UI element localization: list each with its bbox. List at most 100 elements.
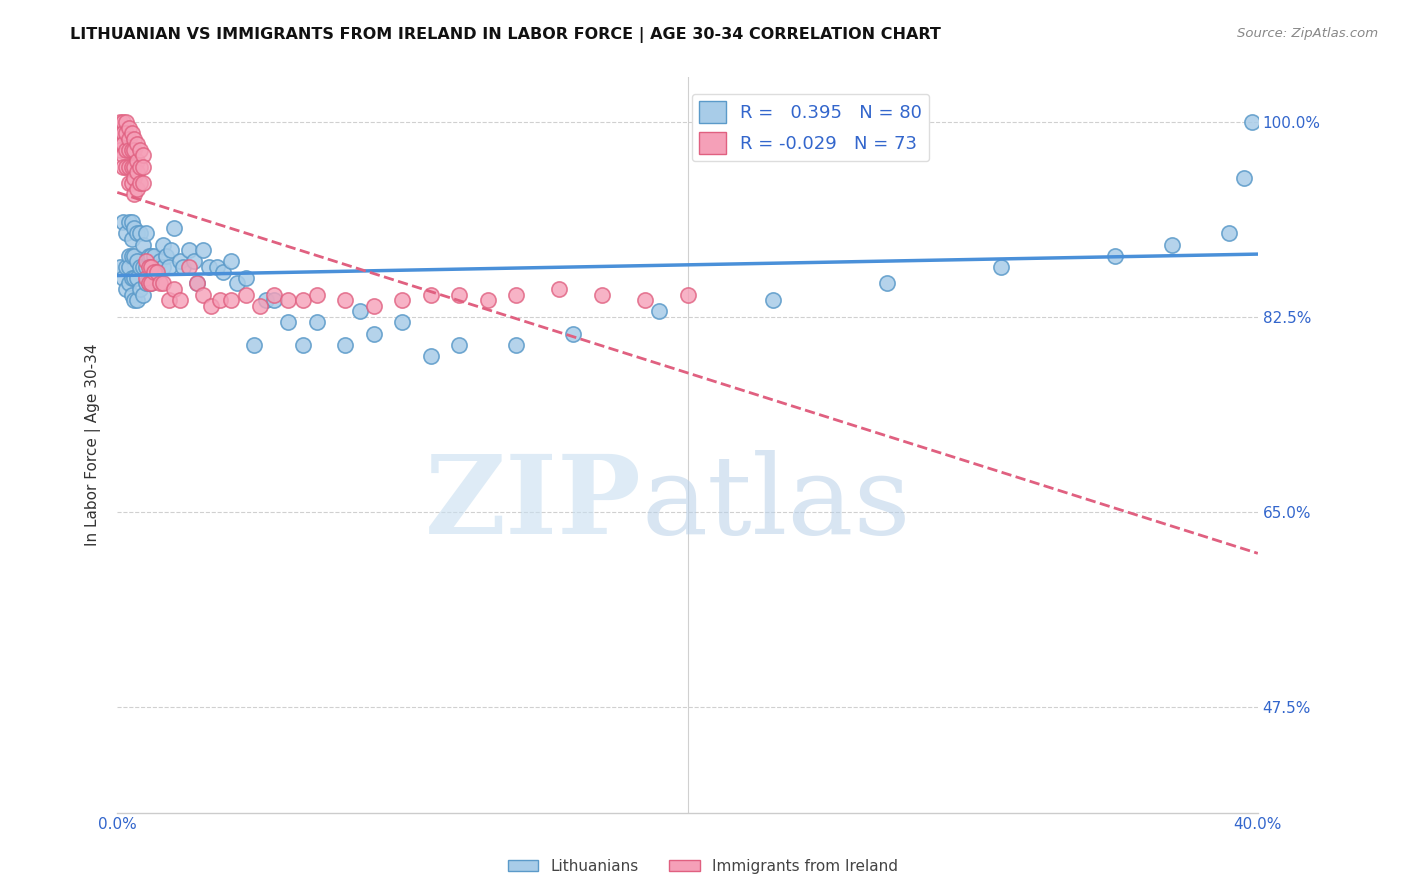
Point <box>208 293 231 308</box>
Point <box>152 277 174 291</box>
Text: Source: ZipAtlas.com: Source: ZipAtlas.com <box>1237 27 1378 40</box>
Point <box>114 160 136 174</box>
Point <box>111 215 134 229</box>
Point <box>249 299 271 313</box>
Point <box>124 170 146 185</box>
Point <box>135 254 157 268</box>
Point <box>391 293 413 308</box>
Point <box>111 115 134 129</box>
Point <box>648 304 671 318</box>
Point <box>149 254 172 268</box>
Point <box>108 115 131 129</box>
Point <box>335 337 357 351</box>
Point <box>121 215 143 229</box>
Point <box>124 131 146 145</box>
Point <box>762 293 785 308</box>
Point <box>277 293 299 308</box>
Point <box>235 287 257 301</box>
Point <box>111 148 134 162</box>
Point <box>152 260 174 274</box>
Point <box>118 176 141 190</box>
Point <box>591 287 613 301</box>
Point <box>211 265 233 279</box>
Point <box>305 287 328 301</box>
Point <box>121 176 143 190</box>
Point <box>163 282 186 296</box>
Point <box>235 271 257 285</box>
Y-axis label: In Labor Force | Age 30-34: In Labor Force | Age 30-34 <box>86 343 101 546</box>
Point <box>135 277 157 291</box>
Point <box>135 260 157 274</box>
Point <box>1241 115 1264 129</box>
Point <box>172 260 194 274</box>
Point <box>183 254 205 268</box>
Point <box>146 265 169 279</box>
Point <box>141 277 163 291</box>
Point <box>391 316 413 330</box>
Point <box>127 271 149 285</box>
Point <box>191 287 214 301</box>
Point <box>305 316 328 330</box>
Point <box>129 227 152 241</box>
Point <box>124 160 146 174</box>
Point <box>108 143 131 157</box>
Text: ZIP: ZIP <box>425 450 643 558</box>
Point <box>363 299 385 313</box>
Point <box>177 243 200 257</box>
Point <box>118 120 141 135</box>
Point <box>114 282 136 296</box>
Point <box>160 243 183 257</box>
Point <box>114 227 136 241</box>
Point <box>118 277 141 291</box>
Point <box>291 293 314 308</box>
Point <box>124 220 146 235</box>
Point <box>177 260 200 274</box>
Point <box>127 293 149 308</box>
Point <box>138 249 160 263</box>
Point <box>111 271 134 285</box>
Point <box>226 277 249 291</box>
Point <box>132 160 155 174</box>
Point <box>419 349 441 363</box>
Point <box>143 249 166 263</box>
Point <box>477 293 499 308</box>
Point <box>876 277 898 291</box>
Point <box>121 143 143 157</box>
Point <box>121 126 143 140</box>
Point <box>157 260 180 274</box>
Point <box>449 287 471 301</box>
Point <box>449 337 471 351</box>
Point <box>548 282 571 296</box>
Point <box>146 260 169 274</box>
Point <box>135 271 157 285</box>
Point <box>114 126 136 140</box>
Point <box>127 254 149 268</box>
Point <box>124 271 146 285</box>
Point <box>108 260 131 274</box>
Point <box>129 143 152 157</box>
Point <box>138 260 160 274</box>
Point <box>419 287 441 301</box>
Point <box>141 260 163 274</box>
Point <box>141 249 163 263</box>
Point <box>118 215 141 229</box>
Point <box>111 160 134 174</box>
Point <box>562 326 585 341</box>
Point <box>132 148 155 162</box>
Legend: R =   0.395   N = 80, R = -0.029   N = 73: R = 0.395 N = 80, R = -0.029 N = 73 <box>692 94 929 161</box>
Point <box>118 131 141 145</box>
Point <box>634 293 657 308</box>
Text: atlas: atlas <box>643 450 911 558</box>
Point <box>108 137 131 152</box>
Point <box>121 249 143 263</box>
Point <box>505 337 527 351</box>
Point <box>121 271 143 285</box>
Point <box>127 227 149 241</box>
Point <box>141 277 163 291</box>
Point <box>291 337 314 351</box>
Point <box>114 260 136 274</box>
Point <box>129 260 152 274</box>
Point <box>111 126 134 140</box>
Point <box>124 249 146 263</box>
Point <box>157 293 180 308</box>
